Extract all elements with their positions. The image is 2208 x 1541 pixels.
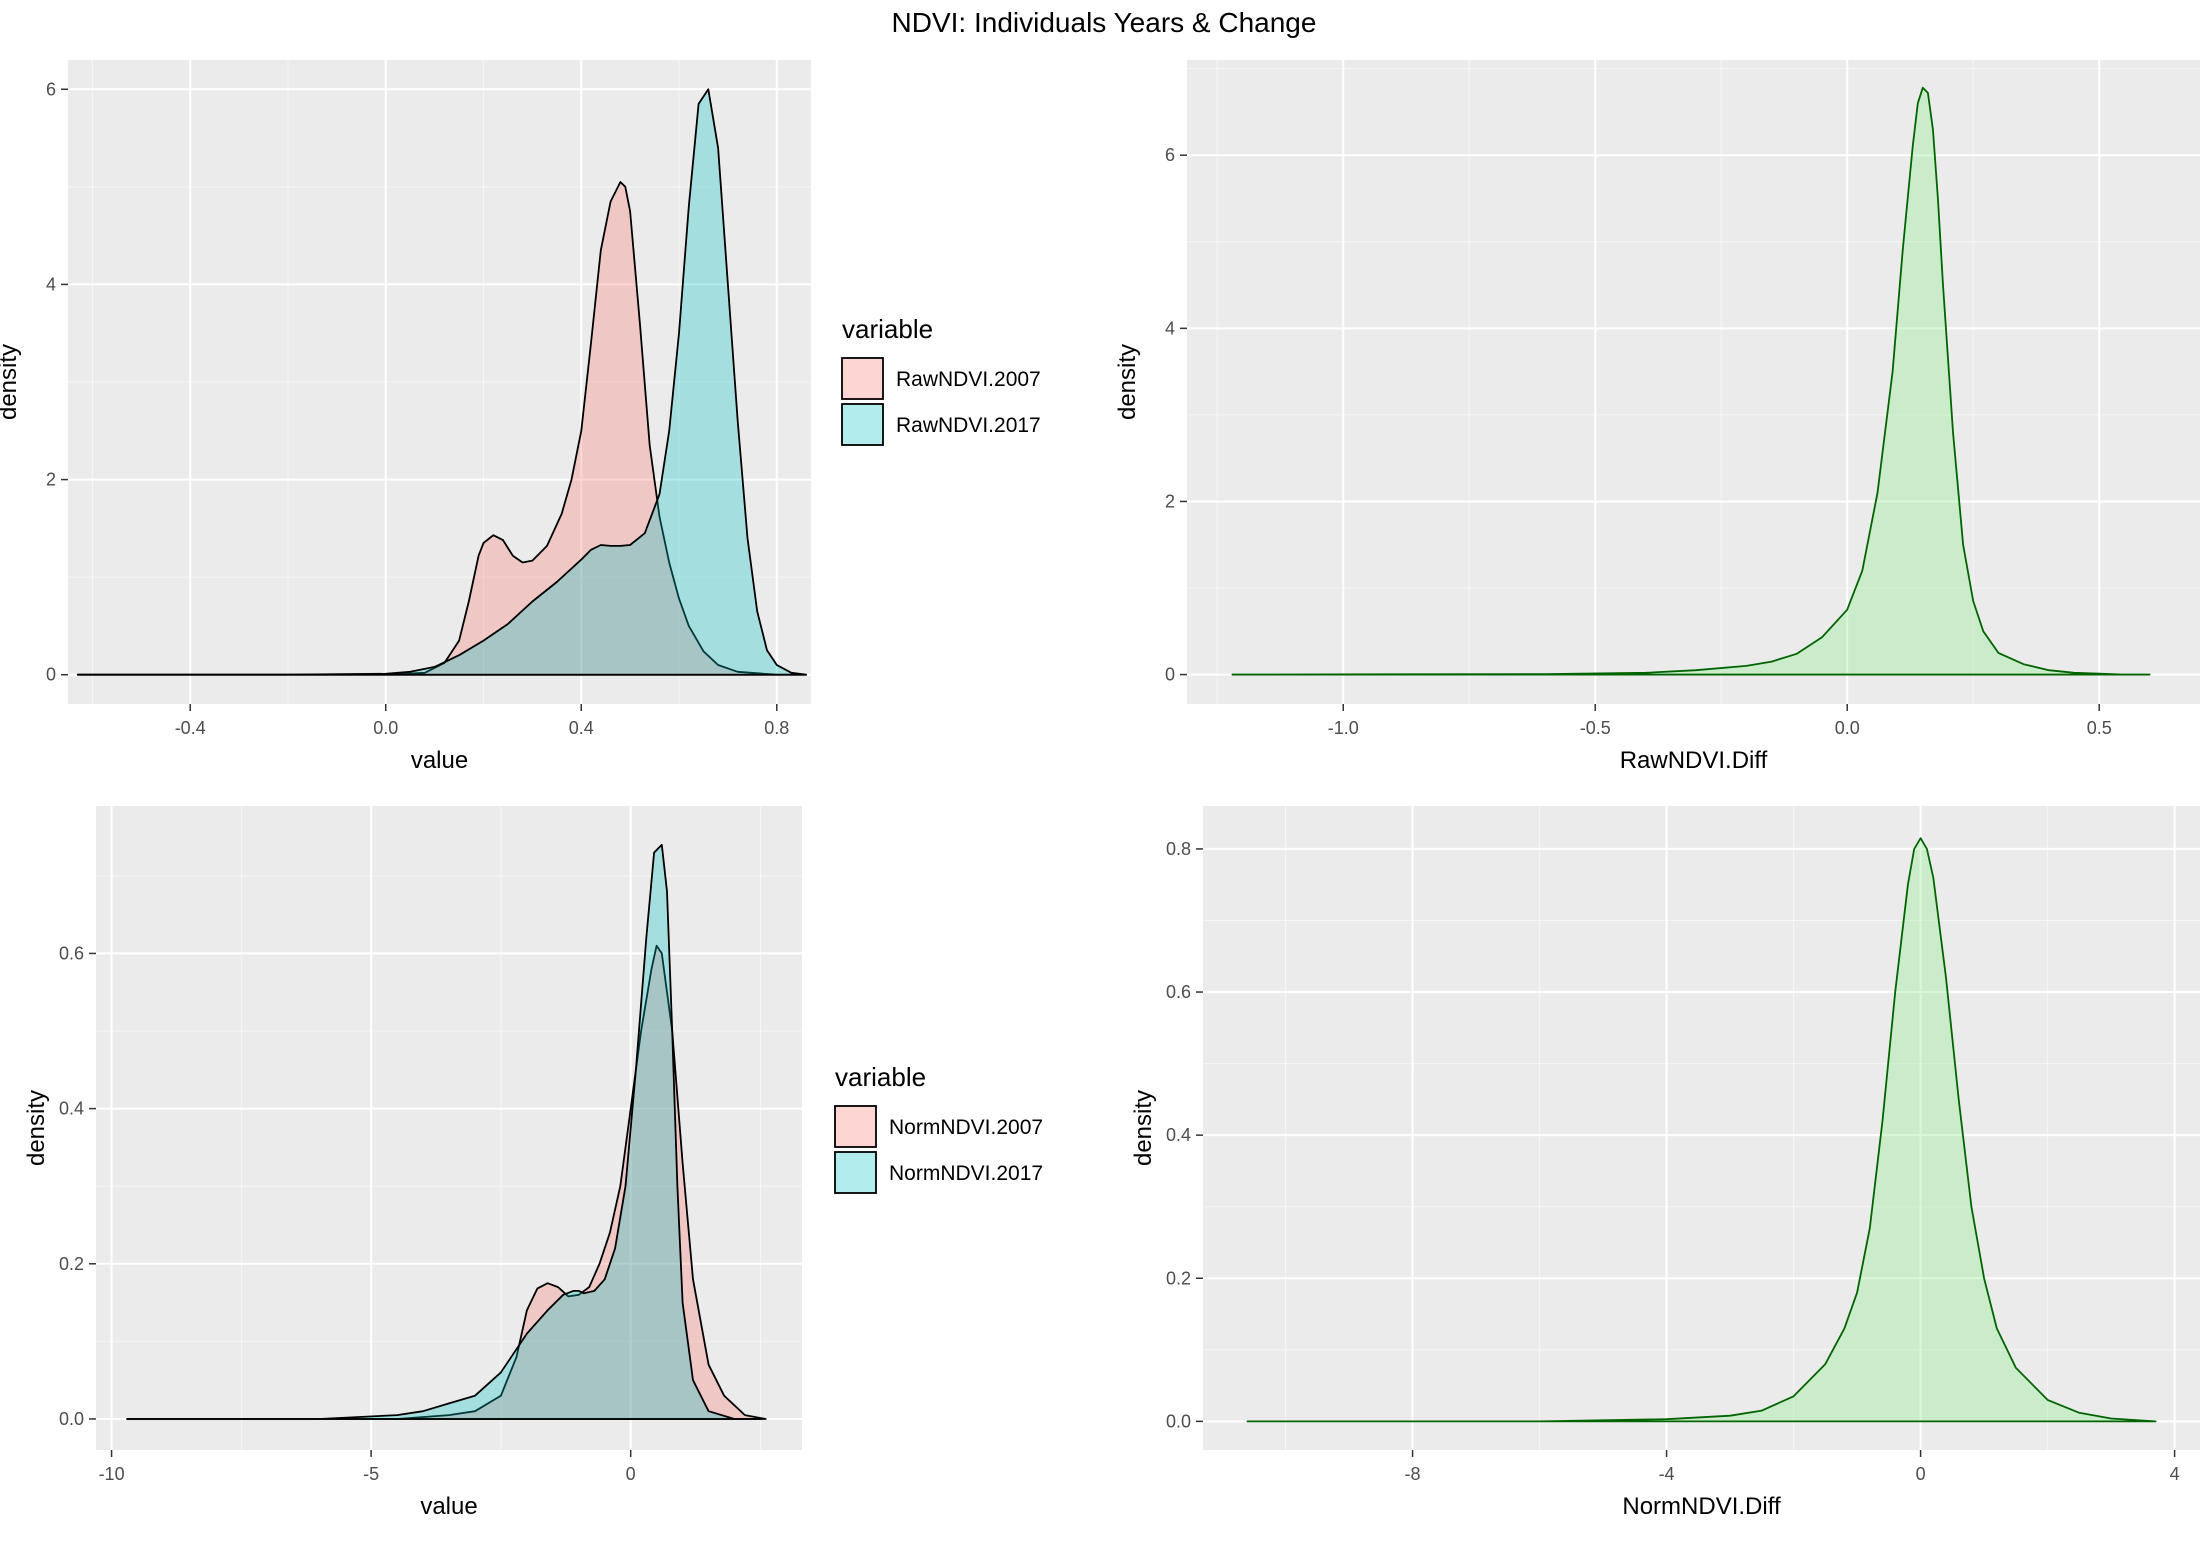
density-area-diff [1231, 86, 2151, 676]
legend-title: variable [835, 1062, 926, 1092]
x-tick-label: 0.8 [764, 718, 789, 738]
x-axis-title: value [411, 747, 468, 774]
panels: -0.4 0.0 0.4 0.8 0 2 4 6 value density variable Raw… [0, 60, 2200, 1520]
y-tick-label: 0.0 [1166, 1411, 1191, 1431]
panel-bottom-right: -8 -4 0 4 0.0 0.2 0.4 0.6 0.8 NormNDVI.Diff densit… [1130, 806, 2200, 1520]
panel-background [1187, 60, 2200, 704]
y-tick-label: 4 [1165, 318, 1175, 338]
y-tick-label: 0.6 [1166, 982, 1191, 1002]
legend-key-bg [835, 1152, 876, 1193]
x-tick-label: -0.5 [1580, 718, 1611, 738]
x-axis-title: value [420, 1493, 477, 1520]
legend-title: variable [842, 314, 933, 344]
x-tick-label: 4 [2170, 1464, 2180, 1484]
y-tick-label: 0.8 [1166, 839, 1191, 859]
x-tick-label: 0.5 [2087, 718, 2112, 738]
x-tick-label: 0.0 [1835, 718, 1860, 738]
y-tick-label: 0.6 [59, 943, 84, 963]
y-tick-label: 0.2 [1166, 1268, 1191, 1288]
x-tick-label: -5 [363, 1464, 379, 1484]
y-axis-title: density [1130, 1090, 1157, 1166]
y-tick-label: 2 [1165, 491, 1175, 511]
x-axis-title: NormNDVI.Diff [1622, 1493, 1781, 1520]
legend-key-swatch [841, 357, 884, 400]
figure-title: NDVI: Individuals Years & Change [892, 7, 1317, 38]
density-area-rawndvi-2017 [76, 88, 808, 676]
panel-top-right: -1.0 -0.5 0.0 0.5 0 2 4 6 RawNDVI.Diff density [1114, 60, 2200, 774]
x-tick-label: -1.0 [1328, 718, 1359, 738]
y-tick-label: 0.0 [59, 1409, 84, 1429]
y-tick-label: 0 [46, 665, 56, 685]
legend-key-bg [835, 1106, 876, 1147]
y-tick-label: 4 [46, 274, 56, 294]
x-tick-label: 0 [626, 1464, 636, 1484]
y-tick-label: 6 [46, 79, 56, 99]
y-tick-label: 0.4 [1166, 1125, 1191, 1145]
legend-entry-label: RawNDVI.2007 [896, 368, 1041, 391]
x-tick-label: -10 [99, 1464, 125, 1484]
legend-key-bg [842, 404, 883, 445]
legend: variable RawNDVI.2007 RawNDVI.2017 [841, 314, 1041, 446]
legend-key-swatch [834, 1105, 877, 1148]
legend-entry-label: NormNDVI.2007 [889, 1116, 1043, 1139]
panel-background [1203, 806, 2200, 1450]
y-tick-label: 2 [46, 470, 56, 490]
panel-top-left: -0.4 0.0 0.4 0.8 0 2 4 6 value density variable Raw… [0, 60, 1041, 774]
x-tick-label: 0.0 [373, 718, 398, 738]
density-area-normndvi-2017 [126, 843, 762, 1420]
panel-bottom-left: -10 -5 0 0.0 0.2 0.4 0.6 value density variable No… [23, 806, 1043, 1520]
legend-entry-label: NormNDVI.2017 [889, 1162, 1043, 1185]
density-area-normndvi-2007 [126, 944, 767, 1420]
legend: variable NormNDVI.2007 NormNDVI.2017 [834, 1062, 1043, 1194]
y-axis-title: density [0, 344, 22, 420]
panel-background [96, 806, 802, 1450]
density-area-rawndvi-2007 [76, 181, 808, 676]
legend-key-swatch [834, 1151, 877, 1194]
y-axis-title: density [23, 1090, 50, 1166]
y-axis-title: density [1114, 344, 1141, 420]
y-tick-label: 0.2 [59, 1254, 84, 1274]
density-area-diff [1246, 837, 2157, 1423]
x-tick-label: -8 [1405, 1464, 1421, 1484]
x-tick-label: -4 [1659, 1464, 1675, 1484]
x-axis-title: RawNDVI.Diff [1620, 747, 1768, 774]
y-tick-label: 0.4 [59, 1099, 84, 1119]
legend-key-swatch [841, 403, 884, 446]
y-tick-label: 6 [1165, 145, 1175, 165]
y-tick-label: 0 [1165, 665, 1175, 685]
x-tick-label: 0.4 [569, 718, 594, 738]
legend-key-bg [842, 358, 883, 399]
x-tick-label: -0.4 [175, 718, 206, 738]
x-tick-label: 0 [1916, 1464, 1926, 1484]
legend-entry-label: RawNDVI.2017 [896, 414, 1041, 437]
